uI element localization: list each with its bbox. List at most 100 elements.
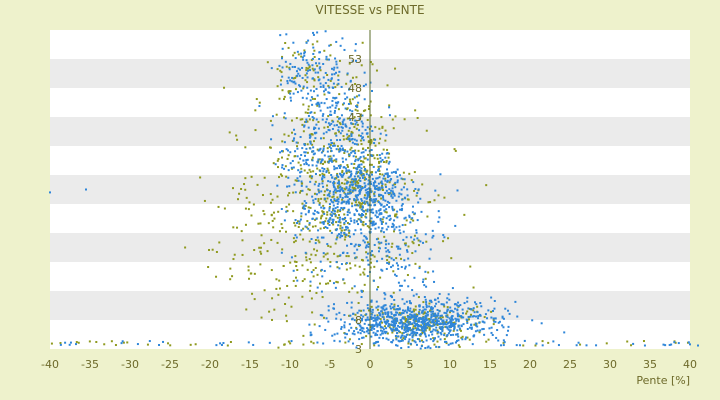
data-point: [215, 275, 218, 278]
data-point: [349, 181, 352, 184]
data-point: [332, 68, 335, 71]
data-point: [380, 268, 383, 271]
data-point: [470, 326, 473, 329]
data-point: [351, 332, 354, 335]
data-point: [322, 145, 325, 148]
data-point: [325, 131, 328, 134]
data-point: [328, 129, 331, 132]
data-point: [445, 319, 448, 322]
data-point: [416, 116, 419, 119]
data-point: [456, 309, 459, 312]
data-point: [411, 330, 414, 333]
data-point: [360, 167, 363, 170]
data-point: [312, 69, 315, 72]
data-point: [279, 69, 282, 72]
data-point: [383, 174, 386, 177]
data-point: [353, 252, 356, 255]
data-point: [312, 170, 315, 173]
data-point: [456, 312, 459, 315]
data-point: [307, 209, 310, 212]
data-point: [305, 259, 308, 262]
data-point: [359, 185, 362, 188]
data-point: [343, 151, 346, 154]
data-point: [344, 149, 347, 152]
data-point: [351, 287, 354, 290]
data-point: [384, 332, 387, 335]
data-point: [425, 303, 428, 306]
data-point: [341, 226, 344, 229]
data-point: [445, 301, 448, 304]
data-point: [469, 315, 472, 318]
data-point: [392, 270, 395, 273]
data-point: [437, 335, 440, 338]
data-point: [419, 347, 422, 350]
data-point: [260, 252, 263, 255]
data-point: [432, 322, 435, 325]
data-point: [303, 169, 306, 172]
data-point: [251, 292, 254, 295]
data-point: [400, 284, 403, 287]
data-point: [247, 269, 250, 272]
data-point: [451, 324, 454, 327]
data-point: [189, 343, 192, 346]
data-point: [324, 30, 327, 33]
data-point: [687, 341, 690, 344]
data-point: [404, 330, 407, 333]
data-point: [339, 227, 342, 230]
data-point: [325, 217, 328, 220]
data-point: [417, 188, 420, 191]
data-point: [346, 96, 349, 99]
data-point: [252, 203, 255, 206]
data-point: [325, 98, 328, 101]
data-point: [468, 307, 471, 310]
data-point: [336, 167, 339, 170]
data-point: [308, 289, 311, 292]
data-point: [297, 169, 300, 172]
data-point: [359, 206, 362, 209]
data-point: [413, 238, 416, 241]
data-point: [380, 310, 383, 313]
data-point: [285, 210, 288, 213]
data-point: [375, 321, 378, 324]
data-point: [287, 76, 290, 79]
data-point: [345, 268, 348, 271]
data-point: [418, 340, 421, 343]
data-point: [352, 342, 355, 345]
data-point: [413, 212, 416, 215]
data-point: [313, 68, 316, 71]
data-point: [364, 157, 367, 160]
data-point: [310, 340, 313, 343]
data-point: [338, 220, 341, 223]
data-point: [335, 148, 338, 151]
data-point: [328, 91, 331, 94]
data-point: [415, 231, 418, 234]
data-point: [387, 315, 390, 318]
data-point: [393, 208, 396, 211]
data-point: [358, 118, 361, 121]
data-point: [341, 196, 344, 199]
data-point: [377, 286, 380, 289]
data-point: [455, 319, 458, 322]
data-point: [289, 261, 292, 264]
data-point: [385, 315, 388, 318]
data-point: [431, 307, 434, 310]
data-point: [281, 164, 284, 167]
data-point: [457, 344, 460, 347]
data-point: [332, 195, 335, 198]
data-point: [347, 192, 350, 195]
data-point: [288, 185, 291, 188]
data-point: [376, 315, 379, 318]
data-point: [353, 186, 356, 189]
data-point: [382, 231, 385, 234]
data-point: [394, 320, 397, 323]
data-point: [285, 205, 288, 208]
data-point: [335, 261, 338, 264]
data-point: [346, 211, 349, 214]
x-tick-label: 10: [443, 358, 457, 371]
data-point: [417, 239, 420, 242]
data-point: [294, 76, 297, 79]
data-point: [244, 146, 247, 149]
data-point: [450, 320, 453, 323]
data-point: [370, 141, 373, 144]
data-point: [50, 342, 53, 345]
